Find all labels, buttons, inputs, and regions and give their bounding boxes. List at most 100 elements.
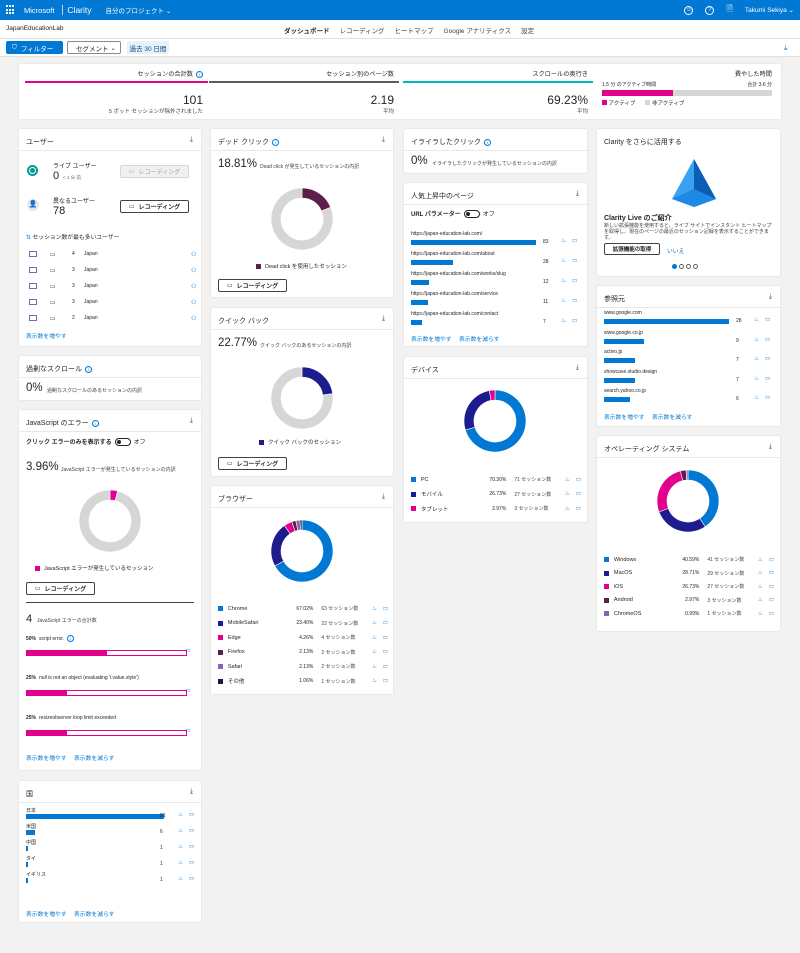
row-label[interactable]: 日本	[26, 808, 37, 814]
video-icon[interactable]: ▭	[572, 318, 578, 324]
legend-row[interactable]: ChromeOS 0.99% 1 セッション数 ♨ ▭	[604, 609, 774, 618]
heatmap-icon[interactable]: ♨	[371, 605, 377, 612]
video-icon[interactable]: ▭	[765, 395, 771, 401]
app-launcher-icon[interactable]	[6, 5, 16, 15]
info-icon[interactable]: i	[196, 70, 203, 78]
heatmap-icon[interactable]: ♨	[371, 678, 377, 684]
url-param-toggle[interactable]	[463, 210, 480, 219]
tab-google-analytics[interactable]: Google アナリティクス	[443, 28, 512, 35]
video-icon[interactable]: ▭	[189, 812, 195, 818]
show-more-link[interactable]: 表示数を増やす	[26, 756, 67, 762]
download-icon[interactable]: ⤓	[768, 443, 772, 450]
video-icon[interactable]: ▭	[189, 860, 195, 866]
download-icon[interactable]: ⤓	[189, 417, 193, 424]
user-row[interactable]: ▭ 4 Japan ⚇	[26, 249, 202, 259]
video-icon[interactable]: ▭	[189, 844, 195, 850]
video-icon[interactable]: ▭	[382, 663, 388, 670]
notes-icon[interactable]: 🗎	[726, 4, 733, 13]
heatmap-icon[interactable]: ♨	[561, 278, 566, 284]
quick-back-recording-button[interactable]: ▭ レコーディング	[218, 457, 287, 470]
row-label[interactable]: showcase.studio.design	[604, 368, 658, 375]
tab-heatmaps[interactable]: ヒートマップ	[394, 28, 434, 35]
feedback-smiley-icon[interactable]: ☺	[684, 5, 694, 15]
video-icon[interactable]: ▭	[575, 505, 581, 512]
row-label[interactable]: www.google.co.jp	[604, 329, 643, 336]
unique-recording-button[interactable]: ▭ レコーディング	[120, 200, 189, 213]
heatmap-icon[interactable]: ♨	[757, 583, 763, 590]
info-icon[interactable]: i	[484, 138, 491, 146]
heatmap-icon[interactable]: ♨	[754, 395, 759, 401]
legend-row[interactable]: Safari 2.13% 2 セッション数 ♨ ▭	[218, 662, 388, 671]
heatmap-icon[interactable]: ♨	[178, 876, 183, 882]
heatmap-icon[interactable]: ♨	[564, 491, 570, 497]
video-icon[interactable]: ▭	[575, 476, 581, 483]
video-icon[interactable]: ▭	[768, 570, 774, 576]
legend-row[interactable]: Firefox 2.13% 2 セッション数 ♨ ▭	[218, 648, 388, 657]
video-icon[interactable]: ▭	[575, 491, 581, 497]
download-icon[interactable]: ⤓	[381, 493, 385, 500]
legend-row[interactable]: MobileSafari 23.40% 22 セッション数 ♨ ▭	[218, 619, 388, 628]
video-icon[interactable]: ▭	[765, 356, 771, 362]
show-more-link[interactable]: 表示数を増やす	[26, 334, 67, 340]
user-row[interactable]: ▭ 2 Japan ⚇	[26, 313, 202, 323]
user-menu[interactable]: Takumi Sekiya ⌄	[744, 7, 794, 14]
download-icon[interactable]: ⤓	[381, 136, 385, 143]
help-icon[interactable]: ?	[705, 5, 715, 15]
info-icon[interactable]: i	[271, 138, 279, 146]
legend-row[interactable]: iOS 26.73% 27 セッション数 ♨ ▭	[604, 582, 774, 591]
video-icon[interactable]: ▭	[768, 556, 774, 563]
show-more-link[interactable]: 表示数を増やす	[26, 912, 67, 918]
video-icon[interactable]: ▭	[185, 688, 191, 694]
video-icon[interactable]: ▭	[768, 583, 774, 590]
clarity-brand[interactable]: Clarity	[67, 5, 92, 15]
heatmap-icon[interactable]: ♨	[561, 298, 566, 304]
download-icon[interactable]: ⤓	[575, 364, 579, 371]
heatmap-icon[interactable]: ♨	[757, 556, 763, 563]
row-label[interactable]: https://japan-education-lab.com/works/sl…	[411, 271, 506, 277]
heatmap-icon[interactable]: ♨	[371, 634, 377, 641]
video-icon[interactable]: ▭	[382, 620, 388, 626]
person-icon[interactable]: ⚇	[191, 251, 197, 258]
heatmap-icon[interactable]: ♨	[754, 336, 759, 343]
legend-row[interactable]: Windows 40.59% 41 セッション数 ♨ ▭	[604, 555, 774, 564]
legend-row[interactable]: モバイル 26.73% 27 セッション数 ♨ ▭	[411, 490, 581, 499]
person-icon[interactable]: ⚇	[191, 315, 197, 322]
download-icon[interactable]: ⤓	[768, 293, 772, 300]
click-errors-toggle[interactable]	[114, 438, 131, 447]
tab-settings[interactable]: 設定	[521, 28, 535, 35]
row-label[interactable]: https://japan-education-lab.com/about	[411, 251, 495, 257]
legend-row[interactable]: Chrome 67.02% 63 セッション数 ♨ ▭	[218, 604, 388, 613]
legend-row[interactable]: タブレット 2.97% 3 セッション数 ♨ ▭	[411, 504, 581, 513]
download-icon[interactable]: ⤓	[189, 136, 193, 143]
get-extension-button[interactable]: 拡張機能の取得	[604, 243, 660, 255]
heatmap-icon[interactable]: ♨	[564, 476, 570, 483]
user-row[interactable]: ▭ 3 Japan ⚇	[26, 297, 202, 307]
heatmap-icon[interactable]: ♨	[757, 570, 763, 576]
dead-click-recording-button[interactable]: ▭ レコーディング	[218, 279, 287, 292]
date-range-button[interactable]: 過去 30 日間	[127, 41, 169, 54]
person-icon[interactable]: ⚇	[191, 283, 197, 290]
show-more-link[interactable]: 表示数を増やす	[411, 337, 452, 343]
video-icon[interactable]: ▭	[572, 258, 578, 264]
video-icon[interactable]: ▭	[768, 597, 774, 603]
heatmap-icon[interactable]: ♨	[178, 812, 183, 818]
heatmap-icon[interactable]: ♨	[178, 860, 183, 866]
segment-button[interactable]: セグメント ⌄	[67, 41, 121, 54]
heatmap-icon[interactable]: ♨	[564, 505, 570, 512]
heatmap-icon[interactable]: ♨	[757, 597, 763, 603]
show-less-link[interactable]: 表示数を減らす	[459, 337, 500, 343]
row-label[interactable]: https://japan-education-lab.com/service	[411, 291, 498, 297]
video-icon[interactable]: ▭	[189, 828, 195, 834]
row-label[interactable]: 中国	[26, 840, 37, 846]
heatmap-icon[interactable]: ♨	[371, 663, 377, 670]
info-icon[interactable]: i	[91, 419, 99, 427]
legend-row[interactable]: Edge 4.26% 4 セッション数 ♨ ▭	[218, 633, 388, 642]
row-label[interactable]: activo.jp	[604, 349, 623, 355]
heatmap-icon[interactable]: ♨	[561, 238, 566, 244]
legend-row[interactable]: MacOS 28.71% 29 セッション数 ♨ ▭	[604, 569, 774, 578]
show-less-link[interactable]: 表示数を減らす	[74, 912, 115, 918]
video-icon[interactable]: ▭	[768, 610, 774, 617]
heatmap-icon[interactable]: ♨	[754, 356, 759, 362]
heatmap-icon[interactable]: ♨	[178, 828, 183, 834]
video-icon[interactable]: ▭	[185, 648, 191, 654]
